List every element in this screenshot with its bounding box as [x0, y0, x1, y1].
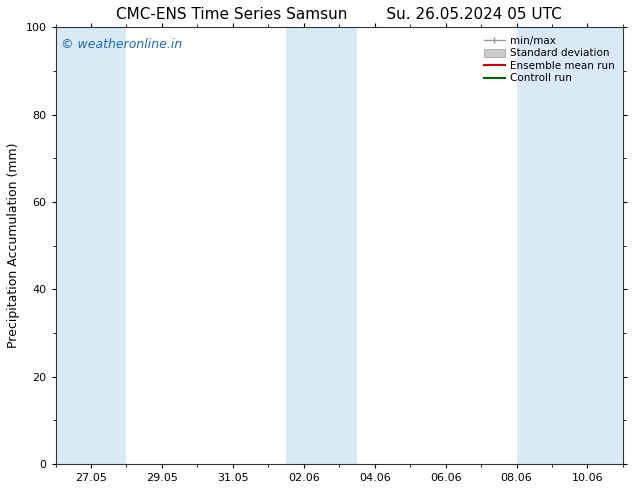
Y-axis label: Precipitation Accumulation (mm): Precipitation Accumulation (mm): [7, 143, 20, 348]
Text: © weatheronline.in: © weatheronline.in: [61, 38, 183, 51]
Legend: min/max, Standard deviation, Ensemble mean run, Controll run: min/max, Standard deviation, Ensemble me…: [479, 31, 619, 88]
Title: CMC-ENS Time Series Samsun        Su. 26.05.2024 05 UTC: CMC-ENS Time Series Samsun Su. 26.05.202…: [116, 7, 562, 22]
Bar: [286, 27, 357, 464]
Bar: [56, 27, 126, 464]
Bar: [517, 27, 623, 464]
